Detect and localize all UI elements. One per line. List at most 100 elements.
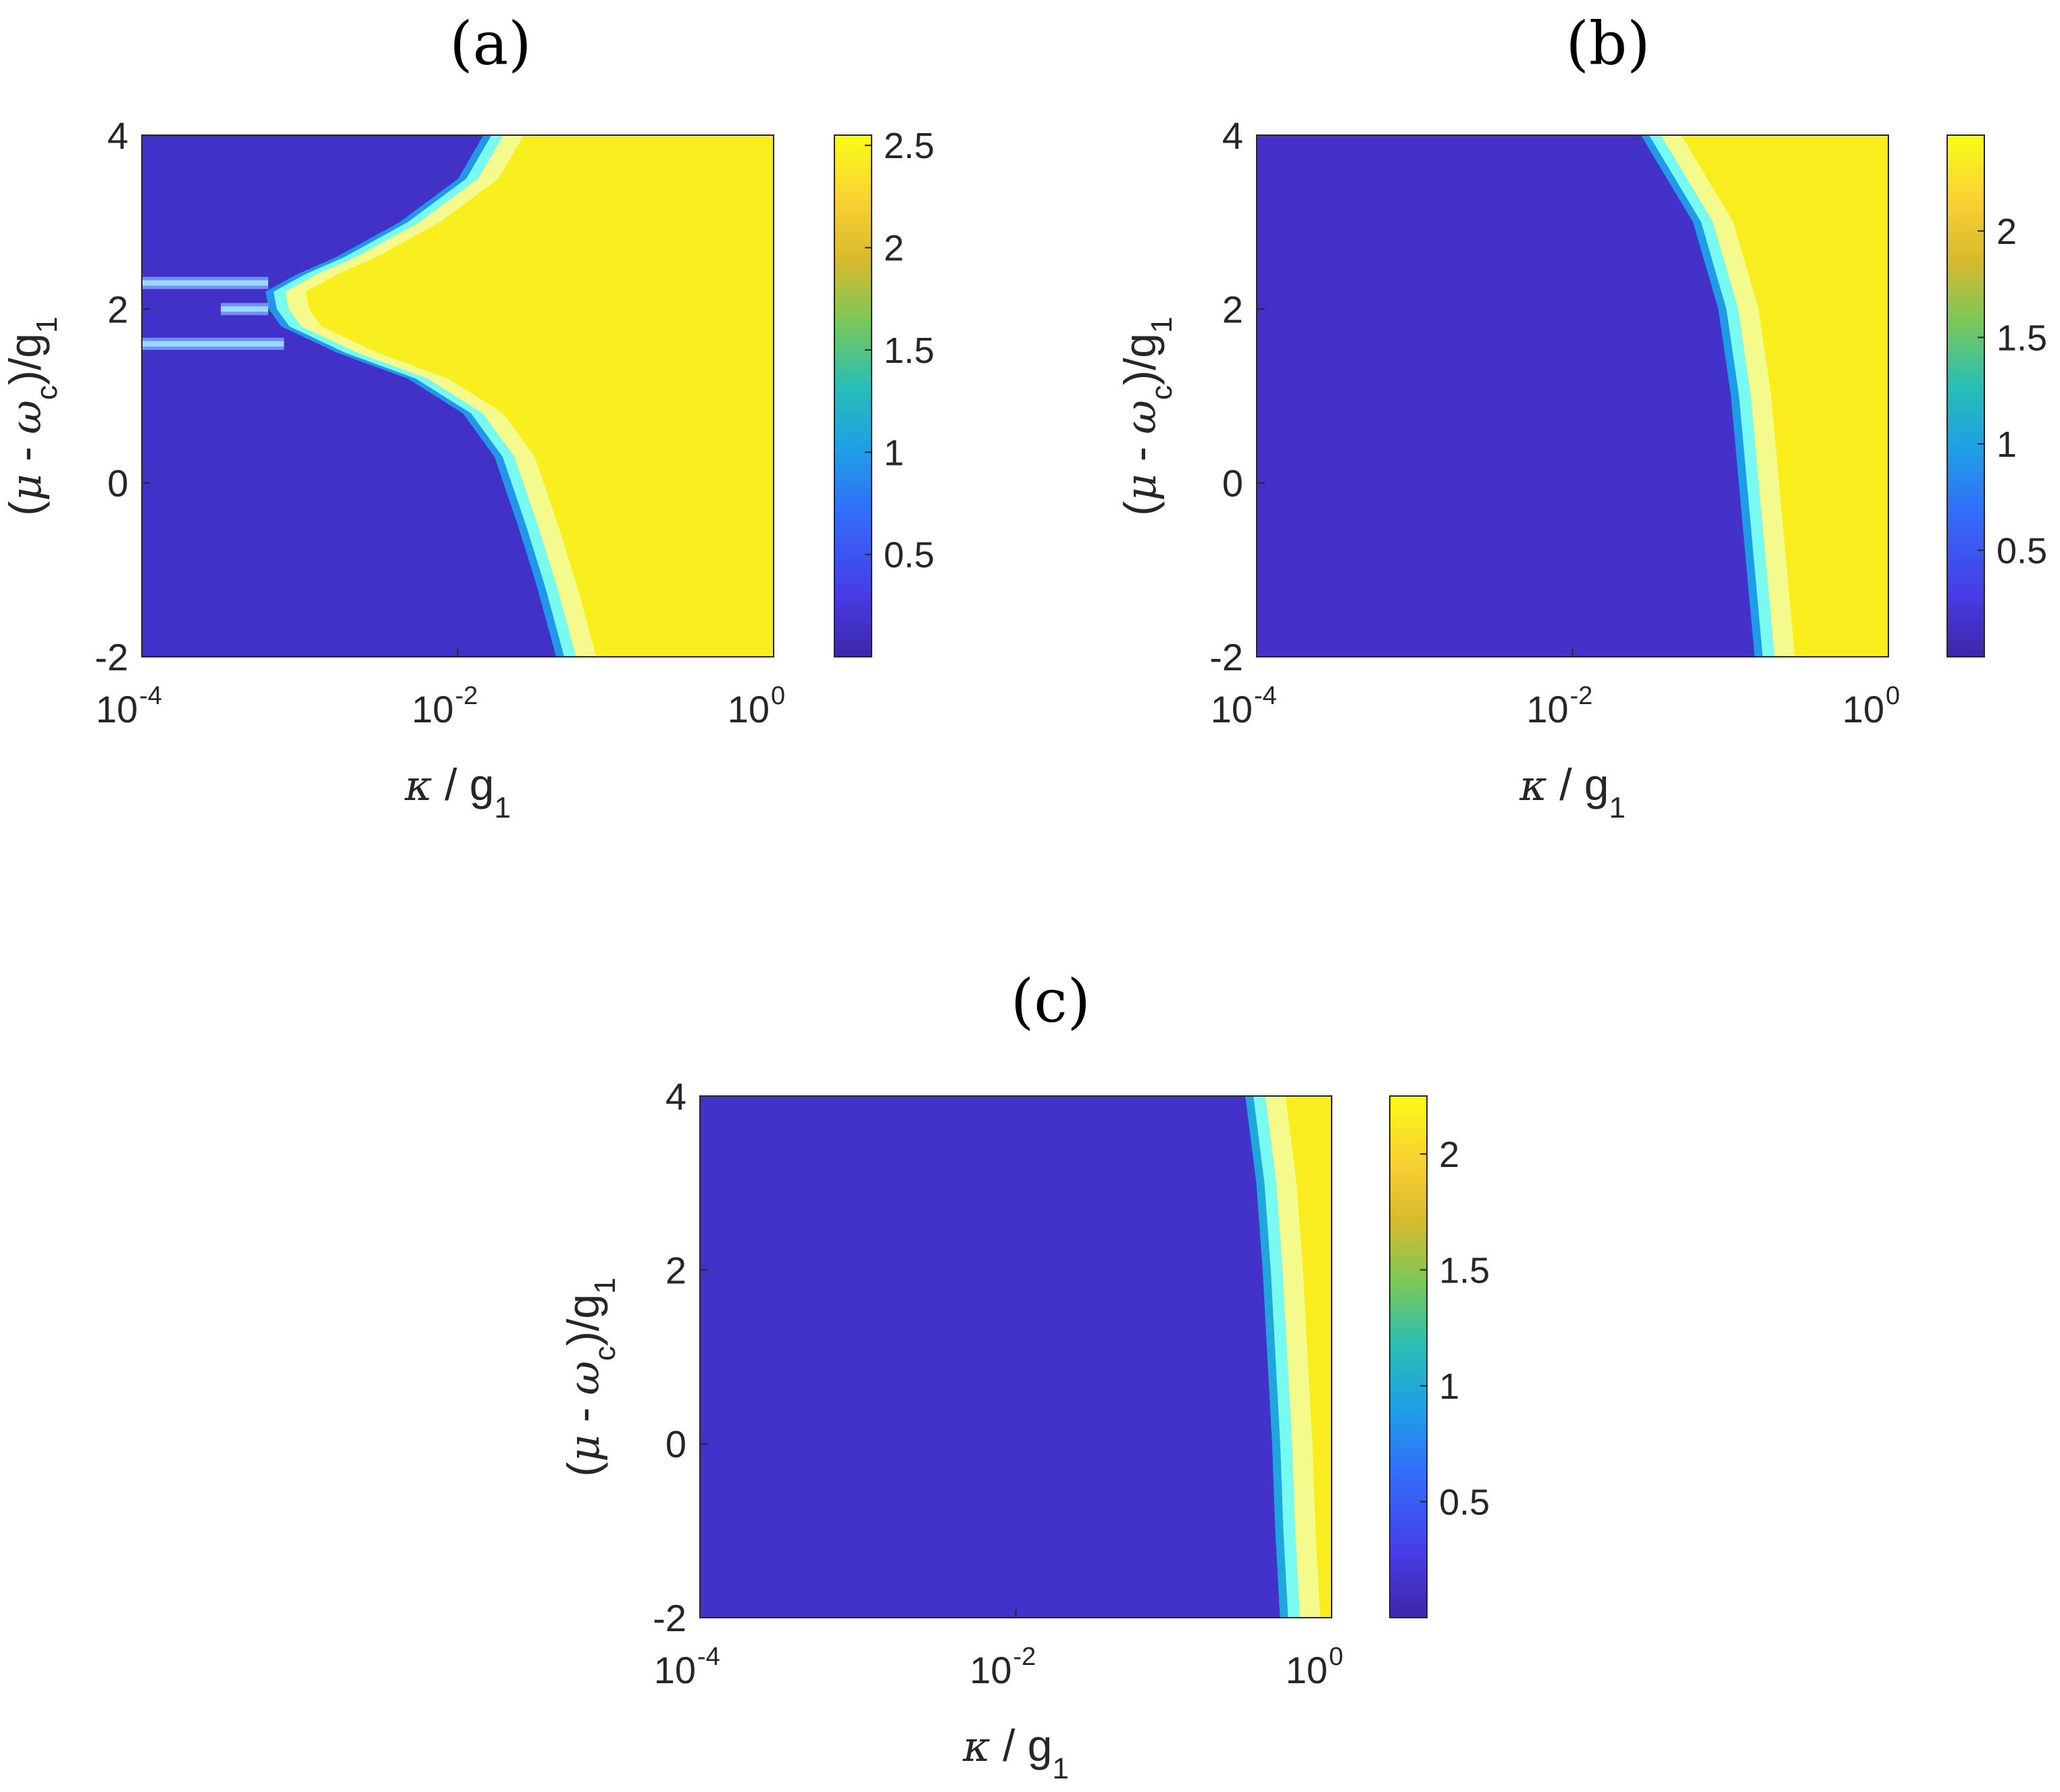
x-tick-label: 10 -4	[96, 682, 162, 730]
colorbar-tick-label: 2.5	[884, 126, 934, 166]
colorbar-tick-label: 0.5	[1996, 530, 2047, 571]
heatmap-streak-core-1	[142, 341, 284, 347]
panel-2: (c)420-210 -4 10 -2 10 0κ / g1(μ - ωc)/g121.5…	[558, 966, 1490, 1785]
x-axis-kappa: κ	[1519, 761, 1547, 810]
panel-1: (b)420-210 -4 10 -2 10 0κ / g1(μ - ωc)/g121.5…	[1115, 9, 2047, 824]
colorbar-tick-label: 1	[1996, 424, 2017, 465]
panel-label: (b)	[1566, 9, 1651, 78]
y-axis-omega: ω	[559, 1361, 609, 1395]
x-tick-label: 10 -2	[411, 682, 478, 730]
x-tick-label: 10 0	[1842, 682, 1900, 730]
y-tick-label: 2	[1222, 288, 1243, 330]
x-tick-exponent: -4	[697, 1643, 720, 1671]
x-axis-sub: 1	[1052, 1752, 1068, 1785]
x-tick-label: 10 -2	[1526, 682, 1592, 730]
y-axis-sub: 1	[588, 1277, 622, 1293]
y-axis-sub: 1	[30, 316, 64, 332]
panel-label: (c)	[1011, 966, 1090, 1036]
y-axis-label-text: (μ - ωc)/g1	[558, 1277, 622, 1476]
y-axis-label-text: (μ - ωc)/g1	[0, 316, 64, 516]
x-axis-label-text: κ / g1	[962, 1720, 1069, 1785]
x-axis-kappa: κ	[404, 761, 432, 810]
x-tick-label: 10 -2	[970, 1643, 1036, 1691]
x-tick-exponent: -2	[1570, 682, 1593, 710]
x-tick-base: 10	[728, 688, 770, 730]
colorbar-tick-label: 2	[1439, 1135, 1459, 1175]
y-tick-label: 0	[107, 462, 128, 505]
x-tick-label: 10 -4	[1211, 682, 1277, 730]
colorbar-tick-label: 2	[1996, 211, 2017, 252]
x-tick-base: 10	[1526, 688, 1568, 730]
x-axis-sub: 1	[494, 791, 510, 824]
y-axis-mid: -	[1115, 434, 1165, 474]
x-tick-base: 10	[411, 688, 453, 730]
y-axis-open: (	[1115, 501, 1165, 516]
heatmap-high-region	[1285, 1096, 1332, 1618]
x-axis-kappa: κ	[962, 1722, 990, 1771]
y-tick-label: -2	[1209, 636, 1243, 678]
colorbar-tick-label: 1.5	[1439, 1250, 1490, 1291]
y-axis-omega_sub: c	[30, 385, 64, 400]
y-tick-label: 4	[665, 1075, 686, 1118]
colorbar-tick-label: 1.5	[1996, 318, 2047, 358]
x-axis-label: κ / g1	[404, 760, 511, 824]
heatmap-high-region	[1681, 135, 1888, 657]
x-axis-label: κ / g1	[1519, 760, 1626, 824]
x-tick-base: 10	[654, 1649, 696, 1691]
y-tick-label: -2	[653, 1597, 686, 1639]
colorbar-frame	[1389, 1095, 1428, 1618]
x-axis-sub: 1	[1609, 791, 1625, 824]
y-axis-close: )/g	[0, 333, 50, 385]
x-tick-exponent: -4	[139, 682, 162, 710]
x-tick-label: 10 -4	[654, 1643, 720, 1691]
x-tick-exponent: -4	[1254, 682, 1277, 710]
y-tick-label: 2	[107, 288, 128, 330]
y-axis-mid: -	[0, 434, 50, 474]
y-tick-label: 0	[665, 1423, 686, 1466]
colorbar-tick-label: 0.5	[884, 535, 934, 576]
colorbar-tick-label: 2	[884, 228, 904, 269]
heatmap-low-region	[700, 1096, 1332, 1618]
colorbar-frame	[1946, 134, 1985, 657]
x-axis-label-text: κ / g1	[404, 760, 511, 824]
y-axis-open: (	[558, 1462, 608, 1477]
x-tick-exponent: 0	[1886, 682, 1900, 710]
colorbar	[1947, 135, 1984, 657]
y-axis-mu: μ	[559, 1435, 609, 1462]
x-tick-label: 10 0	[1286, 1643, 1343, 1691]
y-tick-label: 0	[1222, 462, 1243, 505]
colorbar	[1390, 1096, 1427, 1618]
colorbar-tick-label: 0.5	[1439, 1482, 1490, 1522]
heatmap-high-region	[305, 135, 774, 657]
y-tick-label: 4	[107, 114, 128, 157]
x-axis-label-text: κ / g1	[1519, 760, 1626, 824]
y-axis-sub: 1	[1145, 316, 1178, 332]
y-axis-label: (μ - ωc)/g1	[558, 1277, 622, 1476]
y-tick-label: 4	[1222, 114, 1243, 157]
x-tick-base: 10	[970, 1649, 1011, 1691]
y-axis-label: (μ - ωc)/g1	[0, 316, 64, 516]
y-tick-label: -2	[95, 636, 128, 678]
y-axis-omega: ω	[1, 400, 51, 434]
x-tick-base: 10	[96, 688, 138, 730]
y-axis-mu: μ	[1116, 474, 1165, 501]
y-axis-omega_sub: c	[1145, 385, 1178, 400]
y-axis-omega: ω	[1116, 400, 1165, 434]
x-tick-exponent: 0	[771, 682, 785, 710]
panel-label: (a)	[449, 9, 531, 78]
x-tick-base: 10	[1842, 688, 1884, 730]
panel-0: (a)420-210 -4 10 -2 10 0κ / g1(μ - ωc)/g12.52…	[0, 9, 934, 824]
x-axis-g: / g	[990, 1720, 1053, 1770]
x-tick-label: 10 0	[728, 682, 785, 730]
y-axis-close: )/g	[558, 1294, 608, 1346]
y-axis-label-text: (μ - ωc)/g1	[1115, 316, 1178, 516]
x-tick-exponent: -2	[455, 682, 478, 710]
x-tick-base: 10	[1211, 688, 1253, 730]
x-tick-exponent: 0	[1329, 1643, 1343, 1671]
y-axis-open: (	[0, 501, 50, 516]
colorbar	[834, 135, 872, 657]
y-axis-label: (μ - ωc)/g1	[1115, 316, 1178, 516]
x-axis-label: κ / g1	[962, 1720, 1069, 1785]
colorbar-tick-label: 1	[1439, 1366, 1459, 1407]
